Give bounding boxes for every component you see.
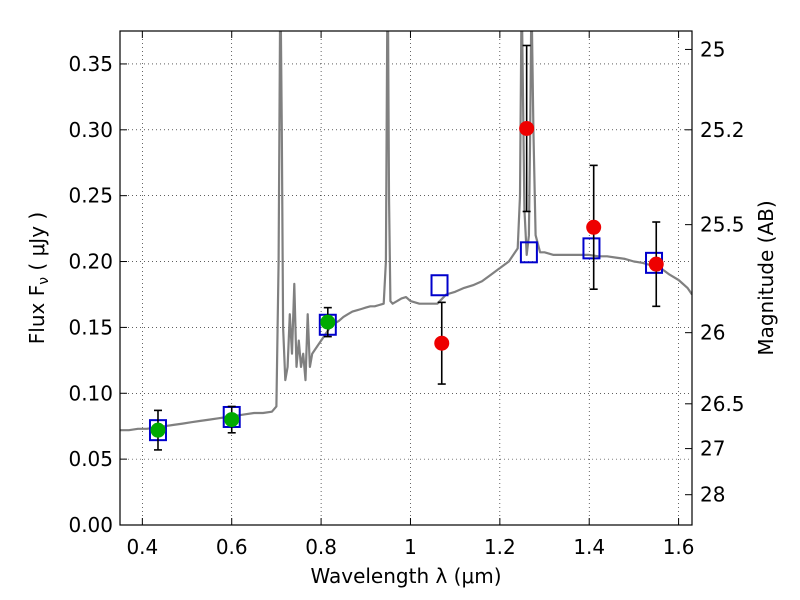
y-tick-label: 0.20 — [68, 250, 113, 274]
y-axis-title-unit: ( μJy ) — [25, 212, 49, 277]
y-tick-label: 0.10 — [68, 381, 113, 405]
y2-tick-label: 26.5 — [700, 392, 745, 416]
axis-ticks — [120, 31, 692, 526]
y-tick-label: 0.30 — [68, 118, 113, 142]
x-tick-label: 0.4 — [126, 535, 158, 559]
model-flux-square — [519, 241, 538, 264]
green-photometry-point — [224, 412, 240, 428]
x-tick-label: 0.6 — [216, 535, 248, 559]
y-tick-label: 0.00 — [68, 513, 113, 537]
y-tick-label: 0.05 — [68, 447, 113, 471]
tick-labels: 0.4 0.6 0.8 1 1.2 1.4 1.6 0.00 0.05 0.10 0.15 0.20 0… — [68, 37, 744, 559]
y-axis-title-subscript: ν — [36, 277, 52, 285]
plot-area — [120, 31, 692, 451]
plot-frame — [119, 30, 693, 526]
y2-tick-label: 28 — [700, 483, 725, 507]
x-tick-label: 0.8 — [305, 535, 337, 559]
secondary-y-axis-title: Magnitude (AB) — [754, 200, 778, 355]
x-tick-label: 1 — [404, 535, 417, 559]
x-tick-label: 1.2 — [484, 535, 516, 559]
red-photometry-point — [586, 219, 602, 235]
model-flux-square — [582, 237, 601, 260]
y-tick-label: 0.35 — [68, 52, 113, 76]
green-photometry-point — [320, 314, 336, 330]
y-axis-title-main: Flux F — [25, 285, 49, 344]
y-axis-title: Flux Fν ( μJy ) — [25, 212, 52, 344]
y-tick-label: 0.25 — [68, 184, 113, 208]
spectrum-line — [120, 31, 692, 432]
red-photometry-point — [434, 335, 450, 351]
model-flux-square — [430, 274, 449, 297]
y-tick-label: 0.15 — [68, 315, 113, 339]
y2-tick-label: 25.2 — [700, 118, 745, 142]
y2-tick-label: 26 — [700, 321, 725, 345]
plot-background — [120, 31, 692, 525]
green-photometry-point — [150, 422, 166, 438]
x-axis-title: Wavelength λ (μm) — [310, 564, 501, 588]
x-tick-label: 1.4 — [573, 535, 605, 559]
red-photometry-point — [648, 256, 664, 272]
y2-tick-label: 27 — [700, 437, 725, 461]
x-tick-label: 1.6 — [663, 535, 695, 559]
y2-tick-label: 25 — [700, 37, 725, 61]
red-photometry-point — [519, 120, 535, 136]
y2-tick-label: 25.5 — [700, 213, 745, 237]
